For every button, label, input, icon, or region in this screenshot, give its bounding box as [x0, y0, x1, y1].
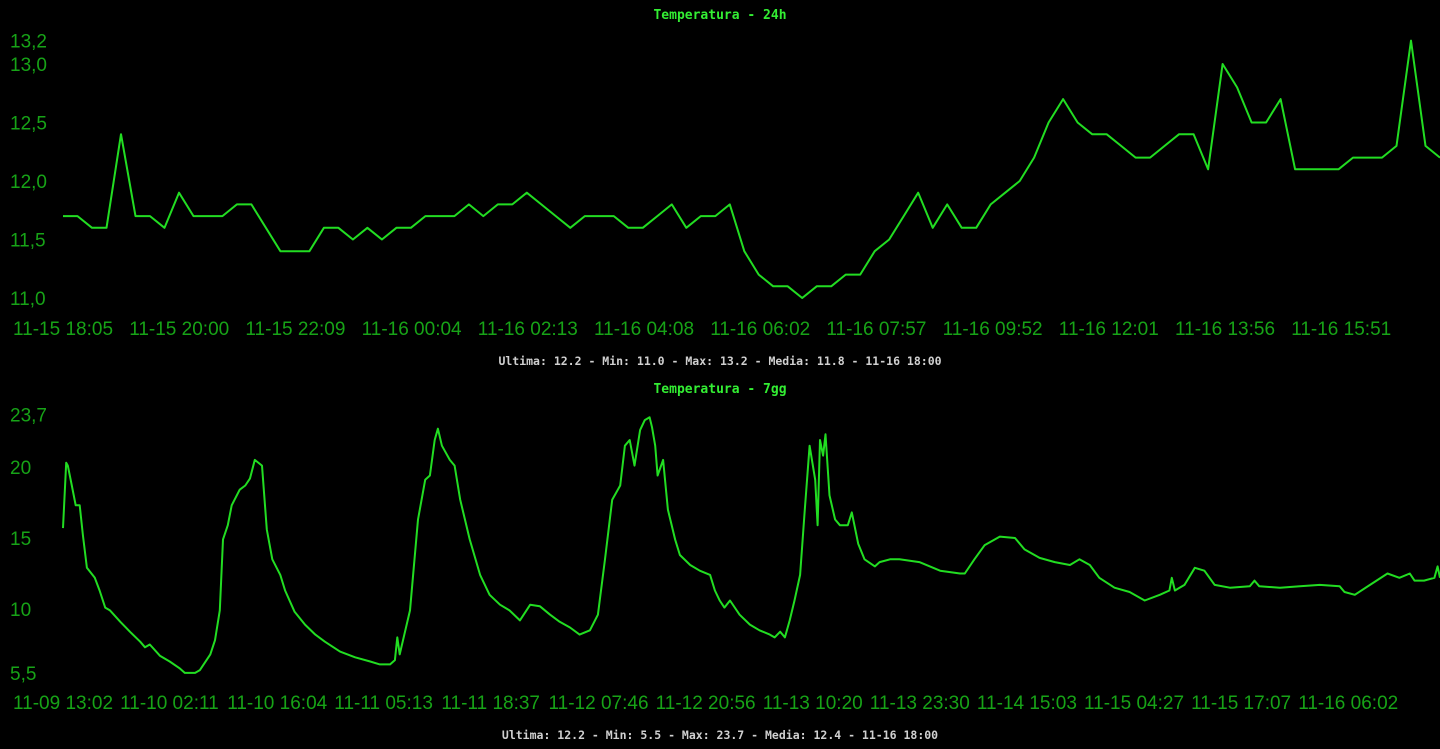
x-tick-label: 11-16 04:08	[594, 319, 694, 340]
x-tick-label: 11-16 07:57	[826, 319, 926, 340]
x-tick-label: 11-10 16:04	[227, 693, 327, 714]
x-tick-label: 11-16 06:02	[710, 319, 810, 340]
x-tick-label: 11-13 10:20	[763, 693, 863, 714]
y-axis-7gg: 23,7 20 15 10 5,5	[10, 406, 47, 685]
chart-7gg: Temperatura - 7gg 23,7 20 15 10 5,5 11-09 13…	[10, 382, 1440, 742]
y-tick-label: 10	[10, 600, 31, 621]
x-axis-24h: 11-15 18:05 11-15 20:00 11-15 22:09 11-16 0…	[13, 319, 1391, 340]
y-axis-24h: 13,213,0 12,5 12,0 11,5 11,0	[10, 32, 47, 310]
y-tick-label: 12,0	[10, 172, 47, 193]
y-tick-label: 12,5	[10, 114, 47, 135]
x-tick-label: 11-16 13:56	[1175, 319, 1275, 340]
series-line-7gg	[62, 416, 1440, 674]
x-tick-label: 11-15 20:00	[129, 319, 229, 340]
x-tick-label: 11-12 20:56	[656, 693, 756, 714]
y-tick-label: 11,5	[10, 231, 46, 252]
x-axis-7gg: 11-09 13:02 11-10 02:11 11-10 16:04 11-11 0…	[13, 693, 1398, 714]
y-tick-label: 13,0	[10, 55, 47, 76]
x-tick-label: 11-14 15:03	[977, 693, 1077, 714]
chart-24h: Temperatura - 24h 13,213,0 12,5 12,0 11,5 11…	[10, 8, 1440, 368]
x-tick-label: 11-16 09:52	[943, 319, 1043, 340]
y-tick-label: 23,7	[10, 406, 47, 427]
x-tick-label: 11-15 22:09	[245, 319, 345, 340]
y-tick-label: 20	[10, 458, 31, 479]
chart-title-24h: Temperatura - 24h	[653, 8, 786, 23]
x-tick-label: 11-16 00:04	[362, 319, 462, 340]
x-tick-label: 11-12 07:46	[549, 693, 649, 714]
y-tick-label: 13,2	[10, 32, 47, 53]
x-tick-label: 11-16 02:13	[478, 319, 578, 340]
stats-footer-7gg: Ultima: 12.2 - Min: 5.5 - Max: 23.7 - Me…	[502, 728, 938, 742]
x-tick-label: 11-09 13:02	[13, 693, 113, 714]
x-tick-label: 11-16 06:02	[1298, 693, 1398, 714]
series-line-24h	[63, 39, 1440, 299]
chart-title-7gg: Temperatura - 7gg	[653, 382, 786, 397]
x-tick-label: 11-15 17:07	[1191, 693, 1291, 714]
x-tick-label: 11-13 23:30	[870, 693, 970, 714]
y-tick-label: 15	[10, 529, 31, 550]
x-tick-label: 11-11 18:37	[441, 693, 540, 714]
x-tick-label: 11-16 15:51	[1291, 319, 1391, 340]
x-tick-label: 11-11 05:13	[334, 693, 433, 714]
x-tick-label: 11-15 04:27	[1084, 693, 1184, 714]
y-tick-label: 5,5	[10, 664, 36, 685]
x-tick-label: 11-10 02:11	[120, 693, 219, 714]
x-tick-label: 11-15 18:05	[13, 319, 113, 340]
x-tick-label: 11-16 12:01	[1059, 319, 1159, 340]
stats-footer-24h: Ultima: 12.2 - Min: 11.0 - Max: 13.2 - M…	[498, 354, 941, 368]
y-tick-label: 11,0	[10, 289, 46, 310]
